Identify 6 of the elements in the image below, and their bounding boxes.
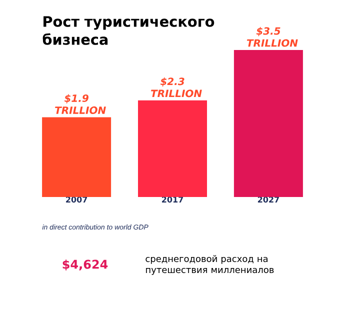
- text: $4,624: [62, 260, 108, 270]
- chart-title: Рост туристического бизнеса: [42, 16, 214, 45]
- data-label: $1.9 TRILLION: [55, 94, 106, 114]
- data-label: $3.5 TRILLION: [246, 27, 298, 47]
- data-label: $2.3 TRILLION: [150, 77, 202, 98]
- text: среднегодовой расход на путешествия миллениалов: [146, 255, 274, 275]
